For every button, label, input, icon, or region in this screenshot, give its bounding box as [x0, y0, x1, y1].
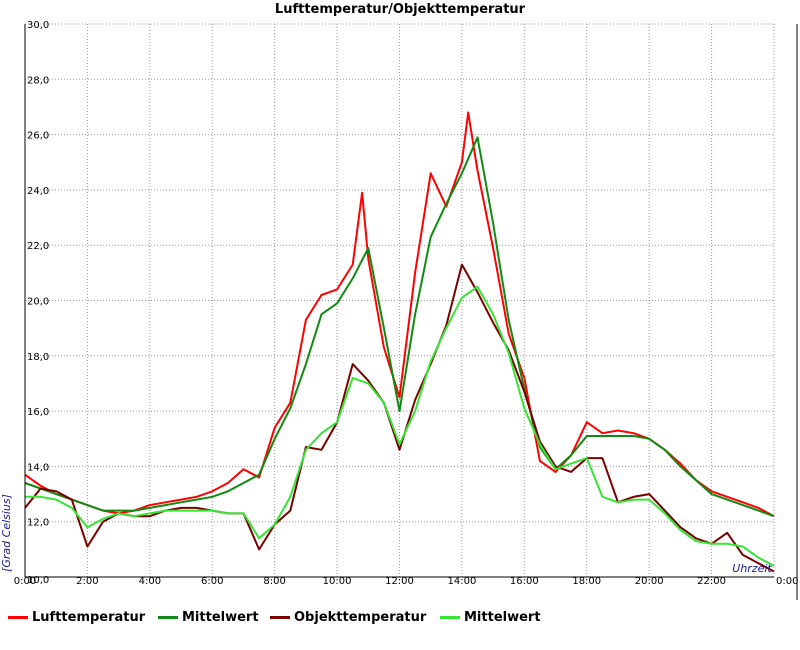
legend-label: Lufttemperatur [32, 609, 146, 625]
y-tick-label: 30,0 [27, 20, 49, 31]
y-tick-label: 24,0 [27, 186, 49, 197]
x-tick-label: 8:00 [263, 576, 285, 587]
x-tick-label: 6:00 [201, 576, 223, 587]
y-tick-label: 16,0 [27, 407, 49, 418]
y-tick-label: 12,0 [27, 518, 49, 529]
series-line-3 [25, 285, 775, 567]
y-tick-label: 28,0 [27, 75, 49, 86]
axes [24, 24, 798, 600]
y-tick-label: 22,0 [27, 241, 49, 252]
tick-labels: 10,0 12,0 14,0 16,0 18,0 20,0 22,0 24,0 26,0 28,0… [14, 20, 799, 587]
legend-item: Lufttemperatur [8, 606, 145, 628]
x-tick-label: 10:00 [323, 576, 352, 587]
x-tick-label: 14:00 [448, 576, 477, 587]
x-tick-label: 2:00 [76, 576, 98, 587]
series-line-2 [24, 263, 775, 573]
y-tick-label: 18,0 [27, 352, 49, 363]
grid [24, 23, 775, 578]
y-tick-label: 14,0 [27, 462, 49, 473]
x-tick-label: 0:00 [776, 576, 798, 587]
x-tick-label: 0:00 [14, 576, 36, 587]
legend-label: Objekttemperatur [294, 609, 427, 625]
series-layer [24, 111, 775, 573]
x-tick-label: 16:00 [510, 576, 539, 587]
y-tick-label: 20,0 [27, 297, 49, 308]
x-axis-label: Uhrzeit [732, 562, 772, 575]
y-tick-label: 26,0 [27, 131, 49, 142]
x-tick-label: 18:00 [572, 576, 601, 587]
legend-swatch [440, 615, 460, 619]
legend-swatch [270, 615, 290, 619]
x-tick-label: 20:00 [635, 576, 664, 587]
legend-item: Objekttemperatur [270, 606, 426, 628]
legend-label: Mittelwert [464, 609, 541, 625]
x-tick-label: 4:00 [139, 576, 161, 587]
legend-label: Mittelwert [182, 609, 259, 625]
legend-swatch [158, 615, 178, 619]
legend-swatch [8, 615, 28, 619]
y-axis-label: [Grad Celsius] [0, 494, 13, 572]
legend-item: Mittelwert [440, 606, 541, 628]
legend: Lufttemperatur Mittelwert Objekttemperatur… [0, 606, 800, 628]
x-tick-label: 12:00 [385, 576, 414, 587]
x-tick-label: 22:00 [697, 576, 726, 587]
legend-item: Mittelwert [158, 606, 259, 628]
series-line-1 [24, 136, 775, 518]
series-line-0 [24, 111, 775, 518]
chart-title: Lufttemperatur/Objekttemperatur [275, 2, 526, 17]
y-tick-label: 10,0 [27, 575, 49, 586]
